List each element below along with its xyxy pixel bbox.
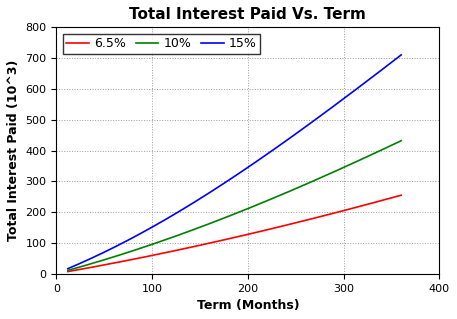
6.5% — [312, 216, 318, 220]
15% — [266, 151, 272, 155]
Line: 15%: 15% — [68, 55, 401, 269]
6.5% — [399, 193, 404, 197]
15% — [342, 96, 347, 100]
15% — [399, 53, 404, 57]
6.5% — [65, 270, 70, 273]
10% — [399, 139, 404, 143]
15% — [312, 118, 318, 122]
10% — [258, 202, 263, 205]
10% — [276, 194, 282, 198]
Line: 10%: 10% — [68, 141, 401, 271]
6.5% — [342, 208, 347, 212]
X-axis label: Term (Months): Term (Months) — [197, 299, 299, 312]
6.5% — [258, 229, 263, 233]
15% — [258, 157, 263, 161]
Legend: 6.5%, 10%, 15%: 6.5%, 10%, 15% — [63, 33, 260, 54]
Y-axis label: Total Interest Paid (10^3): Total Interest Paid (10^3) — [7, 60, 20, 241]
15% — [210, 189, 215, 193]
15% — [65, 267, 70, 271]
10% — [210, 221, 215, 225]
15% — [276, 144, 282, 148]
10% — [342, 165, 347, 169]
10% — [266, 198, 272, 202]
Title: Total Interest Paid Vs. Term: Total Interest Paid Vs. Term — [129, 7, 367, 22]
6.5% — [266, 227, 272, 231]
6.5% — [276, 225, 282, 229]
10% — [65, 269, 70, 272]
10% — [312, 178, 318, 182]
Line: 6.5%: 6.5% — [68, 195, 401, 271]
6.5% — [210, 241, 215, 244]
